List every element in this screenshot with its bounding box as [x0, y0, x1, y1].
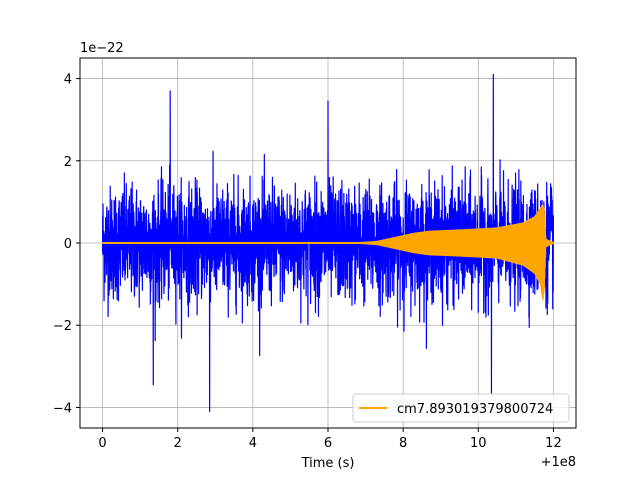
x-tick-label: 10 — [470, 436, 487, 451]
x-tick-label: 6 — [324, 436, 332, 451]
x-tick-label: 2 — [174, 436, 182, 451]
axis-ticks: 0 2 4 6 8 10 12 −4 −2 0 2 4 — [53, 73, 562, 451]
x-axis-label: Time (s) — [301, 456, 355, 471]
y-tick-label: −2 — [53, 319, 72, 334]
x-tick-label: 12 — [545, 436, 562, 451]
x-tick-label: 4 — [249, 436, 257, 451]
y-tick-label: 0 — [64, 237, 72, 252]
legend-entry-label: cm7.893019379800724 — [397, 402, 553, 417]
y-scale-label: 1e−22 — [80, 41, 124, 56]
y-tick-label: 4 — [64, 73, 72, 88]
x-tick-label: 0 — [98, 436, 106, 451]
series-layer — [101, 73, 555, 413]
strain-noise-line — [101, 73, 555, 413]
x-offset-label: +1e8 — [541, 455, 576, 470]
legend-box — [352, 393, 570, 423]
y-tick-label: −4 — [53, 401, 72, 416]
x-tick-label: 8 — [399, 436, 407, 451]
legend: cm7.893019379800724 — [352, 393, 570, 423]
y-tick-label: 2 — [64, 155, 72, 170]
